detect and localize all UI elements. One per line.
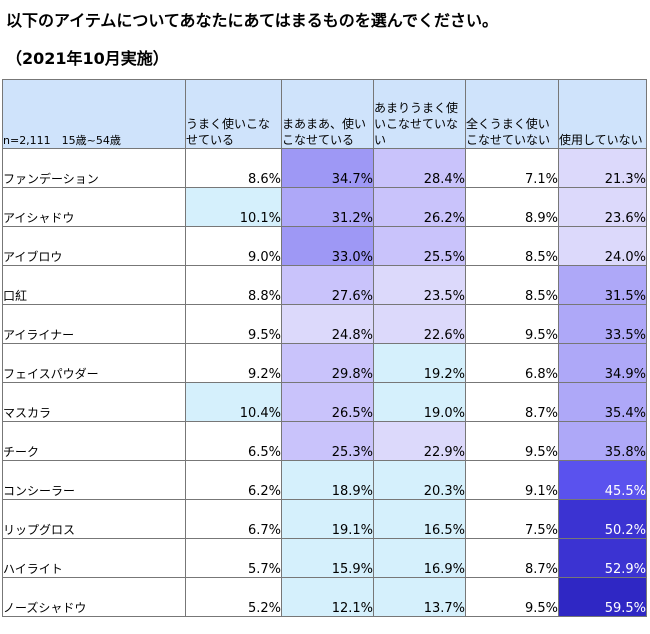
value-cell: 19.2%: [373, 343, 466, 383]
row-label: ハイライト: [2, 538, 186, 578]
table-row: アイシャドウ 10.1% 31.2% 26.2% 8.9% 23.6%: [2, 187, 647, 227]
value-cell: 9.5%: [465, 304, 559, 344]
table-row: アイライナー 9.5% 24.8% 22.6% 9.5% 33.5%: [2, 304, 647, 344]
sample-note: n=2,111 15歳~54歳: [2, 79, 186, 149]
value-cell: 9.2%: [185, 343, 282, 383]
value-cell: 59.5%: [558, 577, 647, 617]
table-row: コンシーラー 6.2% 18.9% 20.3% 9.1% 45.5%: [2, 460, 647, 500]
value-cell: 8.9%: [465, 187, 559, 227]
value-cell: 9.5%: [185, 304, 282, 344]
value-cell: 5.2%: [185, 577, 282, 617]
value-cell: 16.9%: [373, 538, 466, 578]
table-row: マスカラ 10.4% 26.5% 19.0% 8.7% 35.4%: [2, 382, 647, 422]
column-header: うまく使いこなせている: [185, 79, 282, 149]
value-cell: 15.9%: [281, 538, 374, 578]
row-label: コンシーラー: [2, 460, 186, 500]
row-label: 口紅: [2, 265, 186, 305]
value-cell: 34.7%: [281, 148, 374, 188]
chart-title: 以下のアイテムについてあなたにあてはまるものを選んでください。: [6, 11, 499, 30]
value-cell: 12.1%: [281, 577, 374, 617]
chart-subtitle: （2021年10月実施）: [6, 49, 169, 68]
row-label: アイブロウ: [2, 226, 186, 266]
value-cell: 19.1%: [281, 499, 374, 539]
value-cell: 18.9%: [281, 460, 374, 500]
value-cell: 27.6%: [281, 265, 374, 305]
value-cell: 33.0%: [281, 226, 374, 266]
row-label: チーク: [2, 421, 186, 461]
value-cell: 20.3%: [373, 460, 466, 500]
table-row: フェイスパウダー 9.2% 29.8% 19.2% 6.8% 34.9%: [2, 343, 647, 383]
value-cell: 35.4%: [558, 382, 647, 422]
value-cell: 19.0%: [373, 382, 466, 422]
value-cell: 7.1%: [465, 148, 559, 188]
value-cell: 22.6%: [373, 304, 466, 344]
value-cell: 25.5%: [373, 226, 466, 266]
column-header: あまりうまく使いこなせていない: [373, 79, 466, 149]
value-cell: 8.7%: [465, 382, 559, 422]
value-cell: 23.6%: [558, 187, 647, 227]
table-row: リップグロス 6.7% 19.1% 16.5% 7.5% 50.2%: [2, 499, 647, 539]
value-cell: 25.3%: [281, 421, 374, 461]
table-row: ファンデーション 8.6% 34.7% 28.4% 7.1% 21.3%: [2, 148, 647, 188]
column-header: まあまあ、使いこなせている: [281, 79, 374, 149]
value-cell: 26.5%: [281, 382, 374, 422]
table-body: ファンデーション 8.6% 34.7% 28.4% 7.1% 21.3% アイシャドウ 10.…: [2, 148, 647, 617]
value-cell: 8.6%: [185, 148, 282, 188]
value-cell: 9.5%: [465, 577, 559, 617]
value-cell: 10.4%: [185, 382, 282, 422]
value-cell: 22.9%: [373, 421, 466, 461]
column-header: 全くうまく使いこなせていない: [465, 79, 559, 149]
value-cell: 6.8%: [465, 343, 559, 383]
value-cell: 6.5%: [185, 421, 282, 461]
row-label: アイライナー: [2, 304, 186, 344]
table-row: アイブロウ 9.0% 33.0% 25.5% 8.5% 24.0%: [2, 226, 647, 266]
value-cell: 9.1%: [465, 460, 559, 500]
value-cell: 21.3%: [558, 148, 647, 188]
row-label: ノーズシャドウ: [2, 577, 186, 617]
table-row: 口紅 8.8% 27.6% 23.5% 8.5% 31.5%: [2, 265, 647, 305]
value-cell: 24.0%: [558, 226, 647, 266]
value-cell: 23.5%: [373, 265, 466, 305]
value-cell: 8.5%: [465, 265, 559, 305]
table-row: ノーズシャドウ 5.2% 12.1% 13.7% 9.5% 59.5%: [2, 577, 647, 617]
results-table: n=2,111 15歳~54歳 うまく使いこなせている まあまあ、使いこなせてい…: [2, 79, 647, 617]
row-label: リップグロス: [2, 499, 186, 539]
table-row: チーク 6.5% 25.3% 22.9% 9.5% 35.8%: [2, 421, 647, 461]
value-cell: 6.2%: [185, 460, 282, 500]
value-cell: 8.5%: [465, 226, 559, 266]
value-cell: 6.7%: [185, 499, 282, 539]
value-cell: 31.5%: [558, 265, 647, 305]
header-row: n=2,111 15歳~54歳 うまく使いこなせている まあまあ、使いこなせてい…: [2, 79, 647, 149]
value-cell: 9.0%: [185, 226, 282, 266]
value-cell: 7.5%: [465, 499, 559, 539]
value-cell: 8.8%: [185, 265, 282, 305]
table-row: ハイライト 5.7% 15.9% 16.9% 8.7% 52.9%: [2, 538, 647, 578]
row-label: フェイスパウダー: [2, 343, 186, 383]
value-cell: 24.8%: [281, 304, 374, 344]
value-cell: 33.5%: [558, 304, 647, 344]
column-header: 使用していない: [558, 79, 647, 149]
value-cell: 13.7%: [373, 577, 466, 617]
row-label: ファンデーション: [2, 148, 186, 188]
value-cell: 16.5%: [373, 499, 466, 539]
value-cell: 29.8%: [281, 343, 374, 383]
value-cell: 35.8%: [558, 421, 647, 461]
value-cell: 5.7%: [185, 538, 282, 578]
value-cell: 31.2%: [281, 187, 374, 227]
value-cell: 26.2%: [373, 187, 466, 227]
value-cell: 8.7%: [465, 538, 559, 578]
value-cell: 9.5%: [465, 421, 559, 461]
value-cell: 50.2%: [558, 499, 647, 539]
value-cell: 28.4%: [373, 148, 466, 188]
value-cell: 52.9%: [558, 538, 647, 578]
value-cell: 45.5%: [558, 460, 647, 500]
row-label: マスカラ: [2, 382, 186, 422]
value-cell: 34.9%: [558, 343, 647, 383]
value-cell: 10.1%: [185, 187, 282, 227]
row-label: アイシャドウ: [2, 187, 186, 227]
